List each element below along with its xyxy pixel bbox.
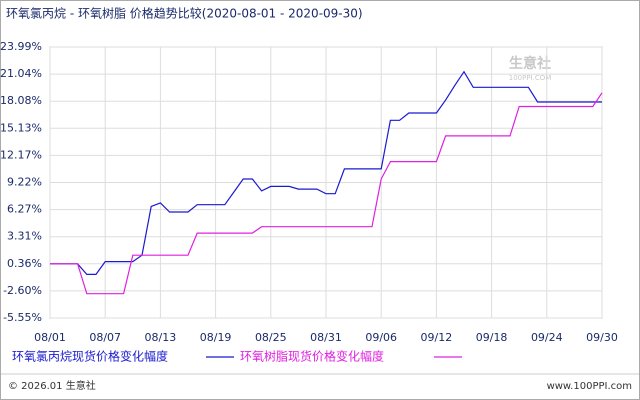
x-tick-label: 09/12	[421, 331, 453, 344]
y-tick-label: 18.08%	[0, 94, 42, 107]
legend-label: 环氧树脂现货价格变化幅度	[240, 349, 384, 364]
y-tick-label: 9.22%	[7, 176, 42, 189]
x-tick-label: 08/25	[255, 331, 287, 344]
y-tick-label: 0.36%	[7, 257, 42, 270]
x-tick-label: 08/07	[89, 331, 121, 344]
x-tick-label: 09/24	[531, 331, 563, 344]
y-tick-label: 23.99%	[0, 40, 42, 53]
y-tick-label: 21.04%	[0, 67, 42, 80]
footer-right: www.100PPI.com	[547, 381, 632, 392]
x-tick-label: 09/30	[586, 331, 618, 344]
x-tick-label: 08/19	[200, 331, 232, 344]
footer-left: © 2026.01 生意社	[8, 379, 96, 392]
y-tick-label: 12.17%	[0, 148, 42, 161]
x-tick-label: 08/13	[145, 331, 177, 344]
y-tick-label: 6.27%	[7, 203, 42, 216]
x-tick-label: 08/31	[310, 331, 342, 344]
chart-title: 环氧氯丙烷 - 环氧树脂 价格趋势比较(2020-08-01 - 2020-09…	[6, 6, 363, 21]
series-line	[50, 92, 603, 295]
legend-label: 环氧氯丙烷现货价格变化幅度	[12, 349, 168, 364]
watermark-site: 100PPI.COM	[509, 74, 552, 82]
y-tick-label: -2.60%	[3, 284, 42, 297]
watermark-name: 生意社	[509, 55, 551, 72]
y-tick-label: 15.13%	[0, 121, 42, 134]
x-tick-label: 09/18	[476, 331, 508, 344]
x-tick-label: 09/06	[365, 331, 397, 344]
y-tick-label: -5.55%	[3, 311, 42, 324]
y-tick-label: 3.31%	[7, 230, 42, 243]
x-tick-label: 08/01	[34, 331, 66, 344]
